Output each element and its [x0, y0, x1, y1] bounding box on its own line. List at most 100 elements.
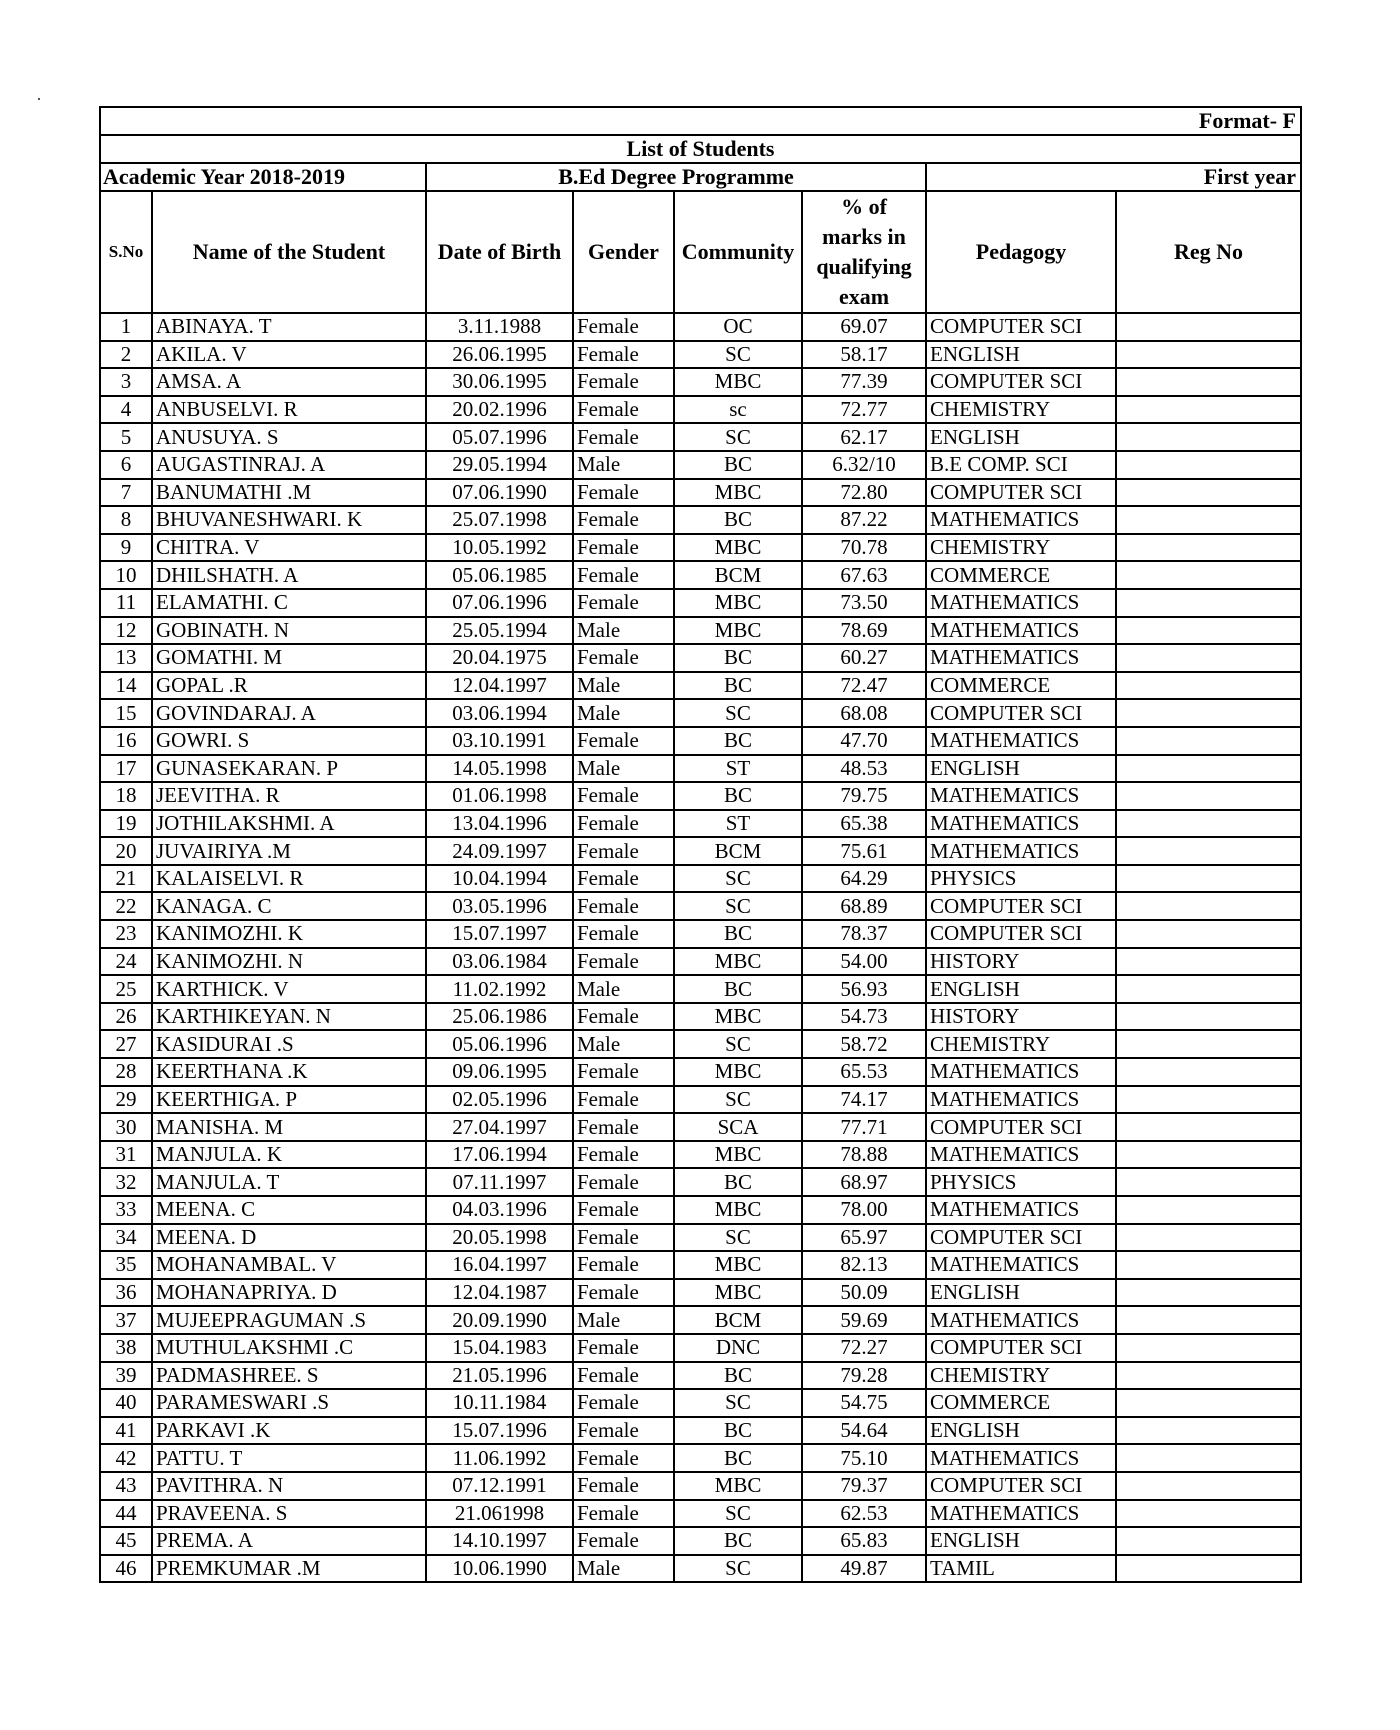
table-row: 46 PREMKUMAR .M 10.06.1990 Male SC 49.87 TAMIL — [99, 1553, 1302, 1584]
cell-pedagogy: HISTORY — [925, 1001, 1117, 1032]
cell-community: MBC — [673, 1277, 803, 1308]
cell-pedagogy: COMPUTER SCI — [925, 367, 1117, 397]
table-row: 1 ABINAYA. T 3.11.1988 Female OC 69.07 COMPUTE… — [99, 312, 1302, 342]
cell-community: MBC — [673, 587, 803, 618]
cell-community: BCM — [673, 836, 803, 866]
cell-community: BC — [673, 505, 803, 535]
cell-marks: 78.88 — [801, 1139, 927, 1170]
table-row: 45 PREMA. A 14.10.1997 Female BC 65.83 ENGLISH — [99, 1526, 1302, 1556]
cell-dob: 11.02.1992 — [425, 974, 574, 1004]
cell-dob: 16.04.1997 — [425, 1250, 574, 1280]
cell-dob: 01.06.1998 — [425, 781, 574, 811]
cell-gender: Male — [572, 974, 675, 1004]
table-row: 13 GOMATHI. M 20.04.1975 Female BC 60.27 MATHE… — [99, 643, 1302, 673]
table-row: 44 PRAVEENA. S 21.061998 Female SC 62.53 MATHE… — [99, 1498, 1302, 1529]
cell-marks: 48.53 — [801, 753, 927, 784]
table-row: 2 AKILA. V 26.06.1995 Female SC 58.17 ENGLISH — [99, 339, 1302, 370]
cell-dob: 25.07.1998 — [425, 505, 574, 535]
cell-dob: 15.07.1996 — [425, 1415, 574, 1446]
cell-sno: 12 — [99, 615, 153, 646]
cell-marks: 72.47 — [801, 670, 927, 701]
cell-gender: Female — [572, 560, 675, 590]
cell-marks: 47.70 — [801, 725, 927, 756]
cell-gender: Male — [572, 449, 675, 480]
cell-sno: 7 — [99, 477, 153, 508]
cell-dob: 12.04.1997 — [425, 670, 574, 701]
cell-pedagogy: MATHEMATICS — [925, 1498, 1117, 1529]
cell-dob: 10.04.1994 — [425, 863, 574, 894]
cell-community: ST — [673, 808, 803, 839]
cell-sno: 37 — [99, 1305, 153, 1335]
cell-pedagogy: HISTORY — [925, 946, 1117, 977]
cell-dob: 07.12.1991 — [425, 1470, 574, 1501]
cell-reg-no — [1115, 698, 1302, 728]
cell-marks: 64.29 — [801, 863, 927, 894]
cell-marks: 78.69 — [801, 615, 927, 646]
cell-gender: Female — [572, 1526, 675, 1556]
cell-gender: Female — [572, 808, 675, 839]
cell-name: GOMATHI. M — [151, 643, 427, 673]
cell-marks: 60.27 — [801, 643, 927, 673]
table-row: 41 PARKAVI .K 15.07.1996 Female BC 54.64 ENGLI… — [99, 1415, 1302, 1446]
cell-gender: Male — [572, 1029, 675, 1060]
cell-community: BC — [673, 1526, 803, 1556]
cell-sno: 24 — [99, 946, 153, 977]
cell-community: BC — [673, 643, 803, 673]
cell-community: SCA — [673, 1112, 803, 1142]
cell-community: MBC — [673, 615, 803, 646]
table-row: 8 BHUVANESHWARI. K 25.07.1998 Female BC 87.22… — [99, 505, 1302, 535]
cell-pedagogy: CHEMISTRY — [925, 394, 1117, 425]
cell-pedagogy: MATHEMATICS — [925, 643, 1117, 673]
cell-marks: 62.17 — [801, 422, 927, 452]
table-row: 17 GUNASEKARAN. P 14.05.1998 Male ST 48.53 ENG… — [99, 753, 1302, 784]
cell-reg-no — [1115, 725, 1302, 756]
header-gender: Gender — [572, 190, 675, 314]
cell-name: KEERTHIGA. P — [151, 1084, 427, 1115]
cell-reg-no — [1115, 891, 1302, 922]
cell-name: ABINAYA. T — [151, 312, 427, 342]
table-row: 33 MEENA. C 04.03.1996 Female MBC 78.00 MATHEM… — [99, 1195, 1302, 1225]
cell-pedagogy: MATHEMATICS — [925, 808, 1117, 839]
cell-reg-no — [1115, 1195, 1302, 1225]
cell-marks: 82.13 — [801, 1250, 927, 1280]
cell-community: MBC — [673, 1001, 803, 1032]
cell-pedagogy: MATHEMATICS — [925, 505, 1117, 535]
format-label: Format- F — [99, 106, 1302, 136]
cell-name: MOHANAMBAL. V — [151, 1250, 427, 1280]
table-row: 25 KARTHICK. V 11.02.1992 Male BC 56.93 ENGLIS… — [99, 974, 1302, 1004]
cell-name: PREMKUMAR .M — [151, 1553, 427, 1584]
cell-community: BC — [673, 974, 803, 1004]
cell-community: MBC — [673, 1139, 803, 1170]
cell-marks: 79.37 — [801, 1470, 927, 1501]
cell-reg-no — [1115, 1526, 1302, 1556]
cell-gender: Female — [572, 1388, 675, 1418]
cell-community: BCM — [673, 560, 803, 590]
cell-sno: 33 — [99, 1195, 153, 1225]
cell-pedagogy: COMPUTER SCI — [925, 1470, 1117, 1501]
cell-gender: Female — [572, 643, 675, 673]
cell-sno: 9 — [99, 532, 153, 563]
cell-marks: 78.37 — [801, 919, 927, 949]
cell-reg-no — [1115, 1250, 1302, 1280]
cell-name: GUNASEKARAN. P — [151, 753, 427, 784]
cell-gender: Female — [572, 1498, 675, 1529]
cell-reg-no — [1115, 394, 1302, 425]
cell-name: KANAGA. C — [151, 891, 427, 922]
cell-dob: 15.07.1997 — [425, 919, 574, 949]
cell-gender: Female — [572, 312, 675, 342]
cell-name: JUVAIRIYA .M — [151, 836, 427, 866]
cell-dob: 25.05.1994 — [425, 615, 574, 646]
table-row: 34 MEENA. D 20.05.1998 Female SC 65.97 COMPUTE… — [99, 1222, 1302, 1253]
year-label: First year — [925, 162, 1302, 192]
table-row: 37 MUJEEPRAGUMAN .S 20.09.1990 Male BCM 59.69… — [99, 1305, 1302, 1335]
table-row: 31 MANJULA. K 17.06.1994 Female MBC 78.88 MATH… — [99, 1139, 1302, 1170]
table-row: 18 JEEVITHA. R 01.06.1998 Female BC 79.75 MATH… — [99, 781, 1302, 811]
cell-marks: 72.80 — [801, 477, 927, 508]
cell-name: MANISHA. M — [151, 1112, 427, 1142]
cell-dob: 15.04.1983 — [425, 1332, 574, 1363]
cell-reg-no — [1115, 1415, 1302, 1446]
cell-sno: 13 — [99, 643, 153, 673]
cell-dob: 07.06.1990 — [425, 477, 574, 508]
cell-gender: Female — [572, 1195, 675, 1225]
cell-community: SC — [673, 1553, 803, 1584]
